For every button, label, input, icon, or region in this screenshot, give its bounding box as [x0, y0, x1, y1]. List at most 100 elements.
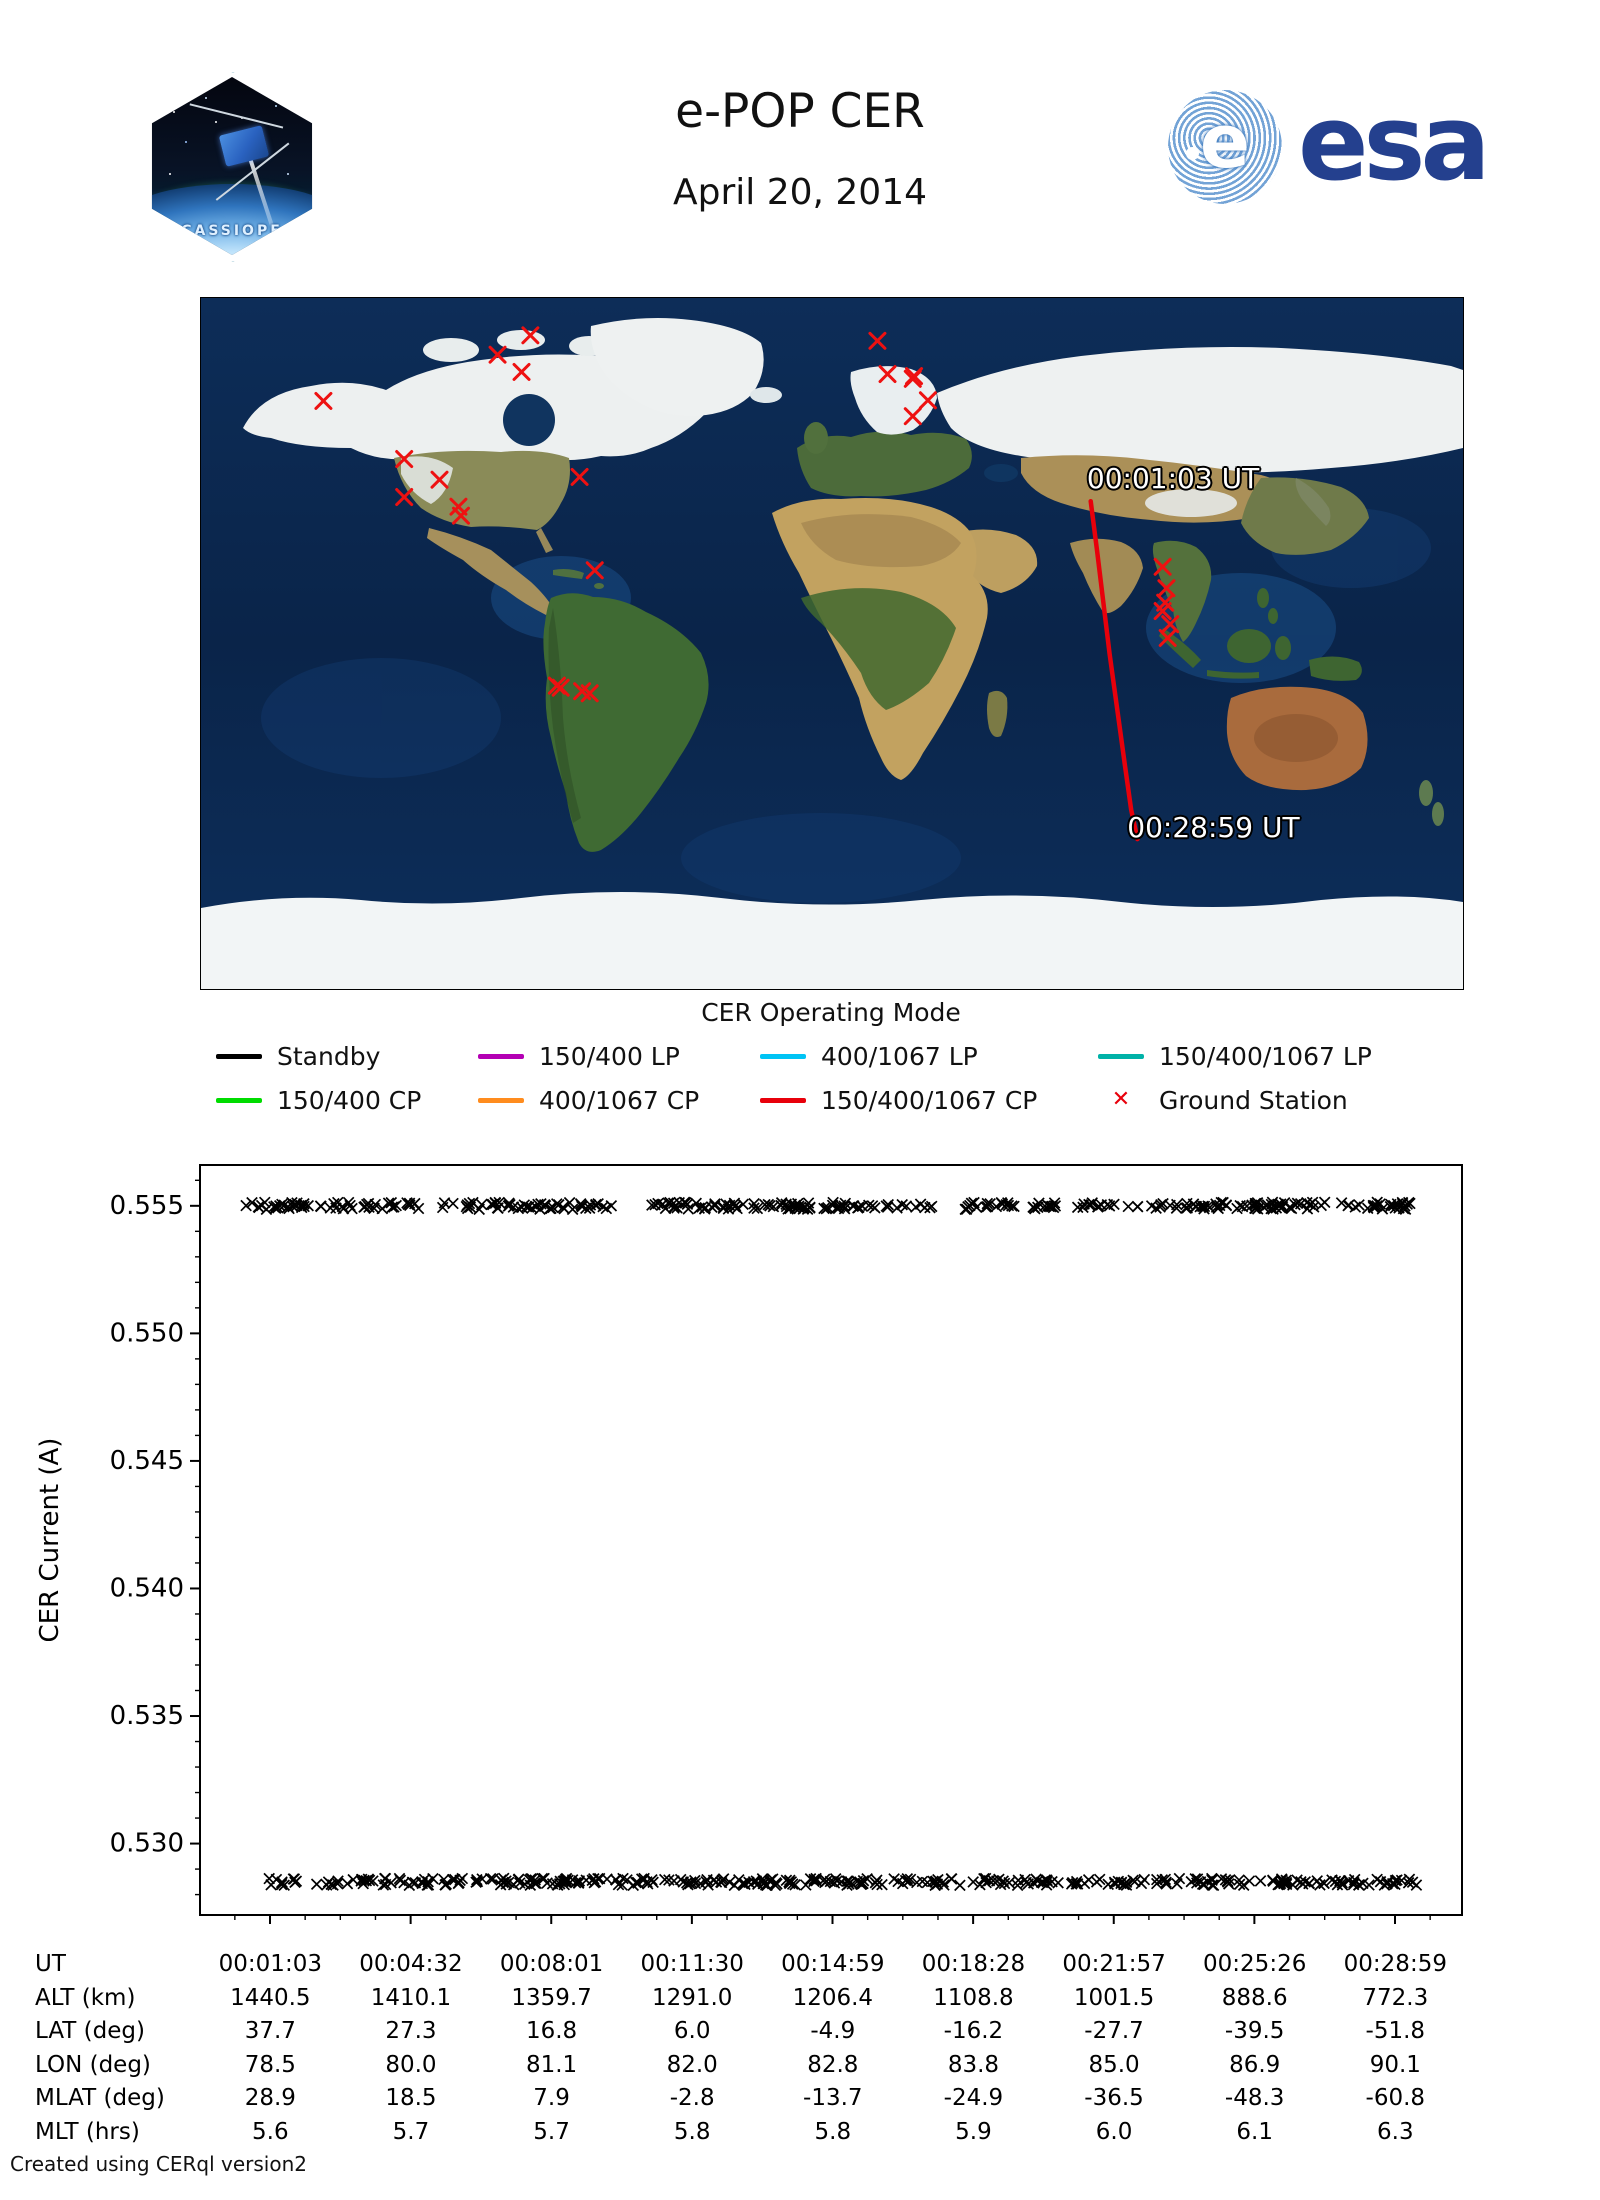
legend-item-label: 400/1067 CP: [539, 1085, 700, 1115]
legend-item: Standby: [216, 1040, 478, 1072]
earth-decoration: [151, 183, 313, 255]
cassiope-mission-patch: CASSIOPE: [140, 72, 324, 262]
esa-globe-e: e: [1199, 99, 1251, 186]
legend-item: 400/1067 LP: [760, 1040, 1098, 1072]
table-cell: 18.5: [385, 2085, 437, 2111]
table-cell: 81.1: [525, 2051, 578, 2078]
table-cell: 5.6: [252, 2118, 289, 2145]
ground-station-marker: [521, 326, 540, 345]
y-tick-label: 0.530: [110, 1829, 184, 1859]
table-cell: 5.7: [533, 2118, 570, 2145]
table-row-label: LON (deg): [35, 2051, 151, 2078]
legend-item-label: 150/400 CP: [277, 1085, 422, 1115]
legend-item: 150/400/1067 LP: [1098, 1040, 1426, 1072]
legend-item-label: 150/400/1067 CP: [821, 1085, 1038, 1115]
ground-station-marker: [395, 450, 414, 469]
table-row-label: MLT (hrs): [35, 2118, 140, 2145]
legend-title: CER Operating Mode: [701, 998, 961, 1027]
table-row-label: LAT (deg): [35, 2018, 145, 2044]
table-cell: 00:25:26: [1203, 1951, 1307, 1977]
table-cell: 00:04:32: [359, 1951, 463, 1977]
table-cell: 5.8: [814, 2118, 852, 2145]
legend-item: 150/400 CP: [216, 1084, 478, 1116]
table-row-label: ALT (km): [35, 1984, 136, 2011]
y-axis-label: CER Current (A): [35, 1438, 65, 1643]
credit-text: Created using CERql version2: [10, 2152, 307, 2176]
table-cell: 1359.7: [511, 1984, 592, 2011]
table-cell: 83.8: [947, 2051, 1000, 2078]
table-cell: 00:28:59: [1343, 1951, 1447, 1977]
table-cell: -39.5: [1224, 2018, 1285, 2044]
track-end-time-annotation: 00:28:59 UT: [1127, 810, 1300, 844]
ground-station-marker: [903, 369, 922, 388]
esa-globe-icon: e: [1168, 90, 1282, 204]
table-cell: -48.3: [1224, 2085, 1285, 2111]
table-cell: 00:18:28: [921, 1951, 1026, 1977]
ground-station-marker: [551, 678, 570, 697]
ground-station-marker: [878, 365, 897, 384]
table-cell: -16.2: [943, 2018, 1004, 2044]
legend-line-swatch: [478, 1053, 524, 1059]
ground-station-marker: [868, 331, 887, 350]
ground-station-marker: [1153, 557, 1172, 576]
ground-station-marker: [580, 684, 599, 703]
table-cell: -24.9: [943, 2085, 1004, 2111]
table-cell: 00:01:03: [218, 1951, 322, 1977]
table-cell: 7.9: [533, 2085, 570, 2111]
esa-logo: e esa: [1168, 82, 1491, 204]
scatter-points: [240, 1196, 1423, 1892]
ground-station-marker: [488, 345, 507, 364]
table-cell: 37.7: [244, 2018, 296, 2044]
table-cell: 1108.8: [933, 1984, 1014, 2011]
table-cell: 6.0: [673, 2018, 711, 2044]
table-cell: -2.8: [669, 2085, 715, 2111]
ground-station-marker: [585, 561, 604, 580]
page-date: April 20, 2014: [672, 172, 928, 213]
table-cell: 82.0: [666, 2051, 718, 2078]
world-map: 00:01:03 UT 00:28:59 UT: [200, 297, 1464, 990]
table-cell: 00:08:01: [499, 1951, 604, 1977]
table-cell: 85.0: [1088, 2051, 1140, 2078]
table-cell: 1440.5: [230, 1984, 311, 2011]
page-title: e-POP CER: [675, 84, 925, 139]
table-cell: -60.8: [1365, 2085, 1426, 2111]
ground-station-marker: [570, 467, 589, 486]
ground-station-marker: [430, 470, 449, 489]
table-row-label: MLAT (deg): [35, 2085, 165, 2111]
table-cell: 1410.1: [370, 1984, 452, 2011]
y-tick-label: 0.545: [110, 1446, 184, 1476]
patch-label: CASSIOPE: [181, 222, 283, 239]
table-cell: 16.8: [525, 2018, 578, 2044]
ground-station-marker: [451, 506, 470, 525]
ground-station-marker: [918, 391, 937, 410]
table-cell: 5.8: [673, 2118, 711, 2145]
table-cell: 6.1: [1236, 2118, 1273, 2145]
table-cell: -51.8: [1365, 2018, 1426, 2044]
table-cell: 888.6: [1221, 1984, 1288, 2011]
table-cell: 1291.0: [651, 1984, 733, 2011]
legend-item-label: Ground Station: [1159, 1085, 1348, 1115]
table-cell: 86.9: [1229, 2051, 1281, 2078]
table-cell: 6.3: [1377, 2118, 1414, 2145]
ground-station-marker: [395, 488, 414, 507]
table-cell: 5.7: [392, 2118, 430, 2145]
legend-item: 400/1067 CP: [478, 1084, 760, 1116]
table-cell: -36.5: [1084, 2085, 1144, 2111]
legend-item: 150/400 LP: [478, 1040, 760, 1072]
ground-station-marker: [1157, 579, 1176, 598]
table-cell: 00:11:30: [640, 1951, 744, 1977]
cer-current-plot: 0.530 0.535 0.540 0.545 0.550 0.555 CER Curren…: [35, 1164, 1463, 1924]
cer-mode-legend: Standby 150/400 LP 400/1067 LP 150/400/1067…: [216, 1040, 1426, 1116]
table-cell: 90.1: [1369, 2051, 1421, 2078]
legend-item-label: Standby: [277, 1041, 381, 1071]
y-tick-label: 0.550: [110, 1318, 184, 1348]
table-cell: 772.3: [1362, 1984, 1429, 2011]
table-cell: 28.9: [244, 2085, 296, 2111]
table-cell: 5.9: [955, 2118, 992, 2145]
esa-wordmark: esa: [1298, 82, 1491, 204]
map-overlay: [314, 326, 1180, 842]
patch-artwork: CASSIOPE: [151, 77, 313, 255]
y-tick-label: 0.540: [110, 1573, 184, 1603]
table-cell: 1001.5: [1073, 1984, 1155, 2011]
legend-x-marker-swatch: ✕: [1111, 1087, 1131, 1112]
